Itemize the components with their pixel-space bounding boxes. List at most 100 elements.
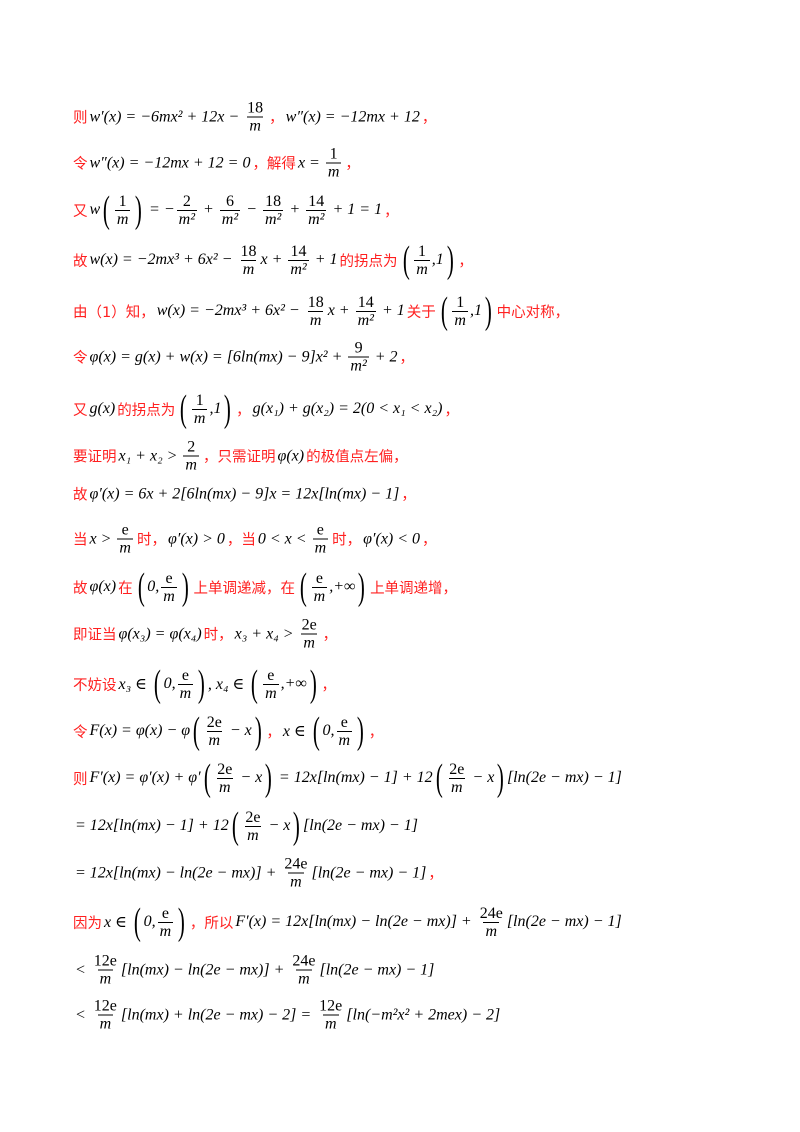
fraction: 18 m <box>245 100 265 135</box>
left-paren: ( <box>299 566 307 608</box>
chinese-text: 则 <box>73 110 88 127</box>
chinese-text: 由（1）知， <box>73 304 155 321</box>
fraction-numerator: 1 <box>417 242 426 260</box>
fraction-numerator: 1 <box>195 391 204 409</box>
math-expression: φ(x) = g(x) + w(x) = [6ln(mx) − 9]x² + 9… <box>90 340 398 375</box>
formula-line: 故 φ′(x) = 6x + 2[6ln(mx) − 9]x = 12x[ln(m… <box>73 484 416 505</box>
math-expression: g(x₁) + g(x₂) = 2(0 < x₁ < x₂) <box>253 400 443 418</box>
fraction-numerator: 2 <box>182 192 191 210</box>
math-text: φ(x) = g(x) + w(x) = [6ln(mx) − 9]x² + <box>89 348 347 365</box>
formula-line: 因为 x ∈ (0, e m) ，所以 F′(x) = 12x[ln(mx) − ln(2… <box>73 902 624 942</box>
math-text: x₃ ∈ <box>118 676 152 693</box>
parenthesized-group: (0, e m) <box>151 664 208 704</box>
fraction-numerator: 2e <box>245 808 261 826</box>
math-text: 0, <box>163 675 176 692</box>
chinese-text: ，所以 <box>189 915 234 932</box>
math-text: F(x) = φ(x) − φ <box>89 722 191 739</box>
formula-line: 令 φ(x) = g(x) + w(x) = [6ln(mx) − 9]x² + … <box>73 340 414 375</box>
right-paren: ) <box>181 566 189 608</box>
chinese-text: ， <box>458 253 473 270</box>
fraction-numerator: 14 <box>357 293 374 311</box>
math-text: − x <box>236 769 263 786</box>
fraction-denominator: m² <box>348 356 369 375</box>
chinese-text: 要证明 <box>73 449 117 466</box>
chinese-text: 中心对称， <box>496 304 570 321</box>
fraction-denominator: m <box>114 209 131 228</box>
math-text: w <box>89 201 101 218</box>
fraction-numerator: 1 <box>329 145 338 163</box>
math-expression: g(x) <box>90 400 116 418</box>
right-paren: ) <box>356 710 364 752</box>
chinese-text: 关于 <box>406 304 436 321</box>
formula-line: 又 g(x) 的拐点为(1 m ,1)， g(x₁) + g(x₂) = 2(0 < x₁… <box>73 389 459 429</box>
fraction-denominator: m <box>240 259 257 278</box>
math-expression: φ(x) <box>277 447 304 465</box>
parenthesized-group: (0, e m) <box>135 567 192 607</box>
chinese-text: 的极值点左偏， <box>306 449 408 466</box>
math-text: < <box>75 1006 90 1023</box>
right-paren: ) <box>254 710 262 752</box>
fraction-denominator: m <box>307 310 324 329</box>
fraction-denominator: m <box>157 921 174 940</box>
math-text: − x <box>264 817 291 834</box>
math-text: , x₄ ∈ <box>207 676 249 693</box>
math-text: φ′(x) < 0 <box>363 530 421 547</box>
fraction-numerator: 18 <box>307 293 324 311</box>
chinese-text: ， <box>421 110 437 127</box>
right-paren: ) <box>484 290 492 332</box>
left-paren: ( <box>137 566 145 608</box>
fraction: 24e m <box>478 905 505 940</box>
parenthesized-group: (0, e m) <box>131 902 188 942</box>
math-expression: w(1 m) = −2 m² + 6 m² − 18 m² + 14 m² + 1 = 1 <box>90 190 383 230</box>
fraction-denominator: m <box>245 825 261 844</box>
fraction-numerator: 18 <box>247 99 264 117</box>
math-text: w′(x) = −6mx² + 12x − <box>89 108 244 125</box>
formula-line: 由（1）知， w(x) = −2mx³ + 6x² − 18 m x + 14 m² +… <box>73 291 569 331</box>
math-text: [ln(mx) + ln(2e − mx) − 2] = <box>120 1006 316 1023</box>
math-text: [ln(−m²x² + 2mex) − 2] <box>346 1006 501 1023</box>
fraction: 24e m <box>290 953 317 988</box>
math-expression: φ′(x) < 0 <box>363 530 420 548</box>
math-text: [ln(2e − mx) − 1] <box>506 913 622 930</box>
math-text: + <box>199 201 218 218</box>
fraction: 2e m <box>243 809 262 844</box>
parenthesized-group: (1 m ,1) <box>400 240 457 280</box>
chinese-text: 令 <box>73 724 88 741</box>
left-paren: ( <box>153 663 161 705</box>
chinese-text: ， <box>236 402 251 419</box>
fraction-denominator: m <box>206 730 223 749</box>
math-text: 0 < x < <box>257 530 311 547</box>
math-text: x + <box>260 251 287 268</box>
math-text: + 1 <box>310 251 338 268</box>
math-text: = 12x[ln(mx) − ln(2e − mx)] + <box>75 864 281 881</box>
math-expression: x₃ ∈ (0, e m), x₄ ∈ (e m ,+∞) <box>119 664 320 704</box>
parenthesized-group: (2e m − x) <box>201 758 275 798</box>
fraction-numerator: 12e <box>93 997 117 1015</box>
fraction-denominator: m <box>312 538 329 557</box>
chinese-text: ， <box>269 110 284 127</box>
math-text: − <box>242 201 261 218</box>
math-text: ,+∞ <box>329 578 356 595</box>
parenthesized-group: (1 m ,1) <box>177 389 234 429</box>
math-text: φ′(x) > 0 <box>167 530 225 547</box>
fraction-denominator: m <box>97 1014 114 1033</box>
chinese-text: 故 <box>73 580 88 597</box>
math-expression: x₃ + x₄ > 2e m <box>235 617 321 652</box>
chinese-text: ，当 <box>226 532 256 549</box>
fraction-numerator: 1 <box>456 293 465 311</box>
right-paren: ) <box>224 388 232 430</box>
chinese-text: 的拐点为 <box>117 402 176 419</box>
chinese-text: ， <box>368 724 384 741</box>
fraction-denominator: m <box>322 1014 339 1033</box>
right-paren: ) <box>358 566 366 608</box>
formula-line: 则 w′(x) = −6mx² + 12x − 18 m， w″(x) = −12mx… <box>73 100 436 135</box>
math-text: x₁ + x₂ > <box>118 447 182 464</box>
fraction-numerator: 2e <box>217 760 233 778</box>
math-text: + 2 <box>370 348 398 365</box>
fraction-denominator: m <box>161 586 177 605</box>
